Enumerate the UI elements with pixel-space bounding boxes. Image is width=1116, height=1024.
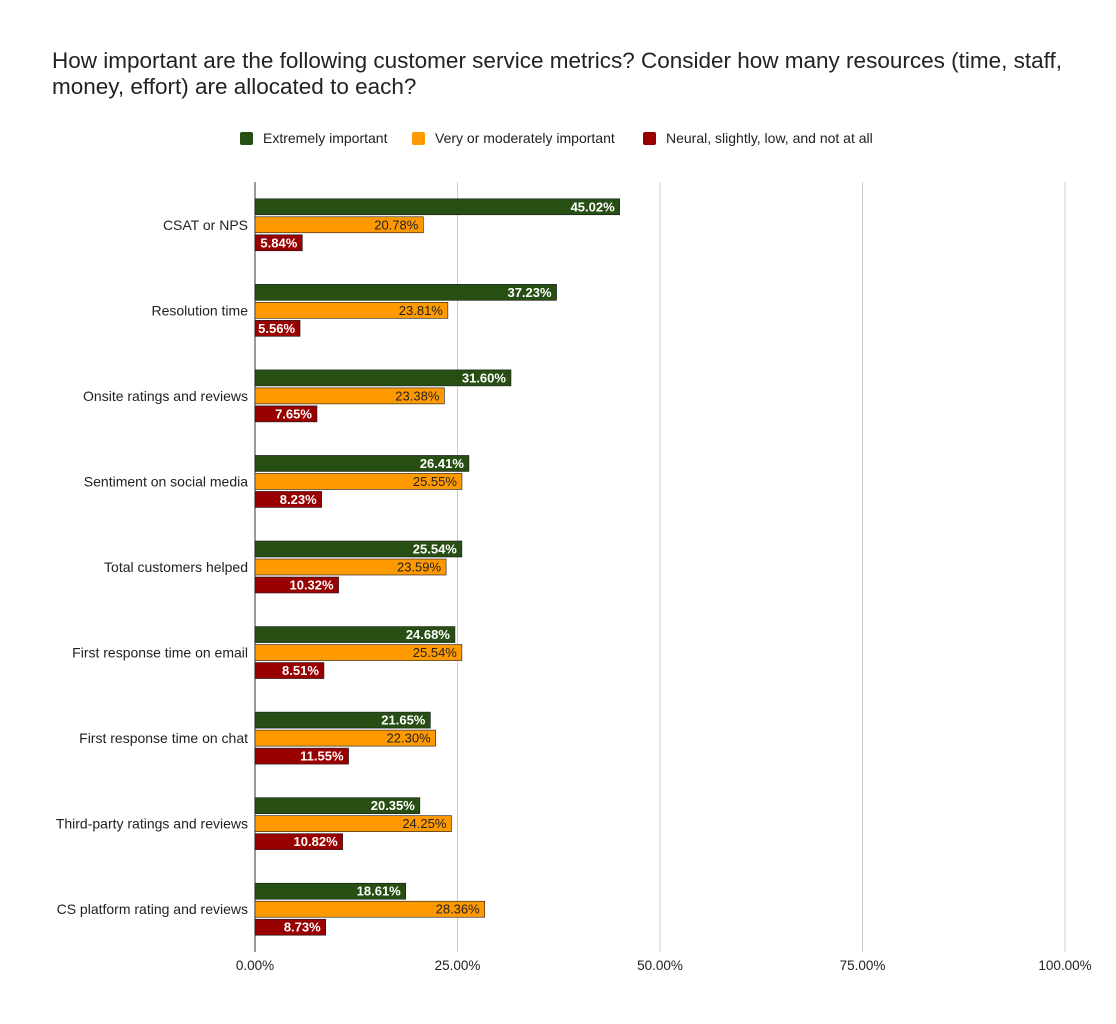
bar-cs-platform-rating-and-reviews-very-or-moderately-important <box>254 900 486 918</box>
category-label-csat-or-nps: CSAT or NPS <box>163 217 248 233</box>
data-label-onsite-ratings-and-reviews-neural-slightly-low-and-not-at-all: 7.65% <box>275 406 312 421</box>
bar-cs-platform-rating-and-reviews-extremely-important <box>254 882 407 900</box>
data-label-onsite-ratings-and-reviews-extremely-important: 31.60% <box>462 370 507 385</box>
category-label-first-response-time-on-chat: First response time on chat <box>79 730 248 746</box>
bar-first-response-time-on-email-very-or-moderately-important <box>254 644 463 661</box>
legend-swatch-extremely-important <box>240 131 253 145</box>
x-tick-label-0: 0.00% <box>236 958 274 973</box>
bar-total-customers-helped-neural-slightly-low-and-not-at-all <box>254 576 339 594</box>
bar-total-customers-helped-extremely-important <box>254 540 463 558</box>
data-label-first-response-time-on-chat-extremely-important: 21.65% <box>381 713 426 728</box>
data-label-first-response-time-on-email-extremely-important: 24.68% <box>406 627 451 642</box>
bar-third-party-ratings-and-reviews-very-or-moderately-important <box>254 815 452 832</box>
category-label-sentiment-on-social-media: Sentiment on social media <box>84 473 248 489</box>
category-label-total-customers-helped: Total customers helped <box>104 559 248 575</box>
category-label-first-response-time-on-email: First response time on email <box>72 645 248 661</box>
data-label-first-response-time-on-chat-neural-slightly-low-and-not-at-all: 11.55% <box>300 749 344 764</box>
bar-csat-or-nps-very-or-moderately-important <box>254 216 424 234</box>
bar-resolution-time-extremely-important <box>254 284 557 301</box>
legend-label-very-or-moderately-important: Very or moderately important <box>435 130 615 146</box>
bar-first-response-time-on-chat-extremely-important <box>254 711 431 729</box>
category-label-cs-platform-rating-and-reviews: CS platform rating and reviews <box>57 901 248 917</box>
category-label-third-party-ratings-and-reviews: Third-party ratings and reviews <box>56 816 248 832</box>
bar-sentiment-on-social-media-very-or-moderately-important <box>254 473 463 490</box>
data-label-third-party-ratings-and-reviews-very-or-moderately-important: 24.25% <box>402 816 447 831</box>
category-label-resolution-time: Resolution time <box>152 302 249 318</box>
bar-first-response-time-on-chat-neural-slightly-low-and-not-at-all <box>254 747 349 765</box>
bar-first-response-time-on-email-extremely-important <box>254 626 456 643</box>
bar-onsite-ratings-and-reviews-extremely-important <box>254 369 512 387</box>
legend-item-extremely-important: Extremely important <box>240 130 387 146</box>
data-label-csat-or-nps-neural-slightly-low-and-not-at-all: 5.84% <box>260 235 297 250</box>
legend-label-neural-slightly-low: Neural, slightly, low, and not at all <box>666 130 873 146</box>
bar-sentiment-on-social-media-extremely-important <box>254 455 470 472</box>
legend-swatch-very-or-moderately-important <box>412 131 425 145</box>
bar-cs-platform-rating-and-reviews-neural-slightly-low-and-not-at-all <box>254 918 327 936</box>
data-label-cs-platform-rating-and-reviews-very-or-moderately-important: 28.36% <box>436 902 481 917</box>
bar-sentiment-on-social-media-neural-slightly-low-and-not-at-all <box>254 491 322 508</box>
x-tick-label-1: 25.00% <box>435 958 481 973</box>
bar-third-party-ratings-and-reviews-neural-slightly-low-and-not-at-all <box>254 833 343 850</box>
x-tick-label-4: 100.00% <box>1038 958 1091 973</box>
bar-resolution-time-very-or-moderately-important <box>254 302 449 319</box>
data-label-first-response-time-on-email-very-or-moderately-important: 25.54% <box>413 645 458 660</box>
data-label-sentiment-on-social-media-extremely-important: 26.41% <box>420 456 465 471</box>
bar-csat-or-nps-extremely-important <box>254 198 620 216</box>
bar-onsite-ratings-and-reviews-neural-slightly-low-and-not-at-all <box>254 405 318 423</box>
data-label-sentiment-on-social-media-very-or-moderately-important: 25.55% <box>413 474 458 489</box>
data-label-resolution-time-very-or-moderately-important: 23.81% <box>399 303 444 318</box>
data-label-cs-platform-rating-and-reviews-neural-slightly-low-and-not-at-all: 8.73% <box>284 920 321 935</box>
bar-resolution-time-neural-slightly-low-and-not-at-all <box>254 320 301 337</box>
data-label-total-customers-helped-neural-slightly-low-and-not-at-all: 10.32% <box>289 578 334 593</box>
bar-csat-or-nps-neural-slightly-low-and-not-at-all <box>254 234 303 252</box>
data-label-third-party-ratings-and-reviews-neural-slightly-low-and-not-at-all: 10.82% <box>294 834 339 849</box>
x-tick-label-3: 75.00% <box>840 958 886 973</box>
data-label-csat-or-nps-very-or-moderately-important: 20.78% <box>374 217 419 232</box>
data-label-cs-platform-rating-and-reviews-extremely-important: 18.61% <box>357 884 402 899</box>
bar-onsite-ratings-and-reviews-very-or-moderately-important <box>254 387 445 405</box>
category-label-onsite-ratings-and-reviews: Onsite ratings and reviews <box>83 388 248 404</box>
data-label-resolution-time-extremely-important: 37.23% <box>507 285 552 300</box>
legend-item-neural-slightly-low: Neural, slightly, low, and not at all <box>643 130 873 146</box>
data-label-total-customers-helped-very-or-moderately-important: 23.59% <box>397 560 442 575</box>
bar-third-party-ratings-and-reviews-extremely-important <box>254 797 421 814</box>
data-label-first-response-time-on-email-neural-slightly-low-and-not-at-all: 8.51% <box>282 663 319 678</box>
data-label-resolution-time-neural-slightly-low-and-not-at-all: 5.56% <box>258 321 295 336</box>
bar-first-response-time-on-chat-very-or-moderately-important <box>254 729 436 747</box>
data-label-total-customers-helped-extremely-important: 25.54% <box>413 542 458 557</box>
data-label-csat-or-nps-extremely-important: 45.02% <box>571 199 616 214</box>
bar-total-customers-helped-very-or-moderately-important <box>254 558 447 576</box>
data-label-first-response-time-on-chat-very-or-moderately-important: 22.30% <box>387 731 432 746</box>
x-tick-label-2: 50.00% <box>637 958 683 973</box>
legend-label-extremely-important: Extremely important <box>263 130 388 146</box>
bar-first-response-time-on-email-neural-slightly-low-and-not-at-all <box>254 662 325 679</box>
data-label-third-party-ratings-and-reviews-extremely-important: 20.35% <box>371 798 416 813</box>
data-label-sentiment-on-social-media-neural-slightly-low-and-not-at-all: 8.23% <box>280 492 317 507</box>
legend-item-very-or-moderately-important: Very or moderately important <box>412 130 615 146</box>
chart-title: How important are the following customer… <box>52 48 1062 99</box>
data-label-onsite-ratings-and-reviews-very-or-moderately-important: 23.38% <box>395 388 440 403</box>
chart-legend: Extremely important Very or moderately i… <box>0 130 1116 150</box>
legend-swatch-neural-slightly-low <box>643 131 656 145</box>
